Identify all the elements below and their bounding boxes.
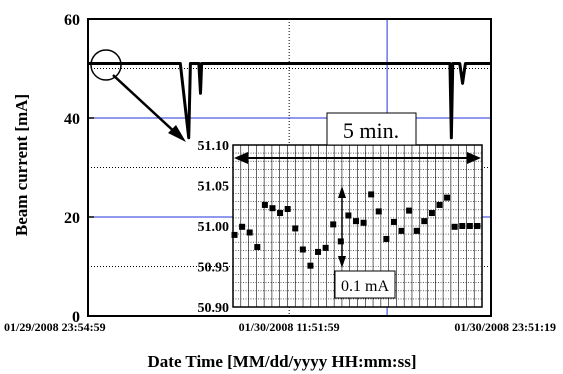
y-axis-label: Beam current [mA] xyxy=(12,94,31,236)
inset-data-point xyxy=(375,208,382,215)
inset-data-point xyxy=(474,223,481,229)
inset-y-tick-label: 51.00 xyxy=(198,220,230,235)
inset-data-point xyxy=(269,205,276,212)
main-x-tick-labels: 01/29/2008 23:54:59 01/30/2008 11:51:59 01… xyxy=(4,320,556,334)
inset-data-point xyxy=(451,223,458,230)
inset-data-point xyxy=(315,248,322,255)
inset-y-tick-label: 50.90 xyxy=(198,301,230,316)
main-y-tick-label: 0 xyxy=(72,309,80,326)
inset-data-point xyxy=(337,238,344,245)
inset-data-point xyxy=(459,223,466,229)
inset-data-point xyxy=(345,212,352,219)
inset-data-point xyxy=(466,223,473,229)
zoom-arrow-head xyxy=(168,125,186,142)
inset-data-point xyxy=(383,235,390,242)
current-range-label-box xyxy=(334,270,396,299)
main-x-tick-label: 01/29/2008 23:54:59 xyxy=(4,320,106,334)
main-x-tick-label: 01/30/2008 23:51:19 xyxy=(454,320,556,334)
inset-y-tick-label: 50.95 xyxy=(198,261,230,276)
inset-data-point xyxy=(261,201,268,208)
inset-y-tick-label: 51.10 xyxy=(198,139,230,154)
inset-data-points xyxy=(231,191,481,269)
inset-data-point xyxy=(428,210,435,217)
inset-data-point xyxy=(444,194,451,201)
inset-data-point xyxy=(231,231,238,238)
beam-current-line xyxy=(88,62,491,140)
inset-data-point xyxy=(254,244,261,251)
inset-data-point xyxy=(277,210,284,217)
inset-data-point xyxy=(246,229,253,236)
inset-data-point xyxy=(406,207,413,214)
five-min-label-box xyxy=(326,112,417,146)
inset-data-point xyxy=(322,244,329,251)
main-y-tick-label: 40 xyxy=(64,111,80,128)
current-range-arrow-down xyxy=(338,256,346,268)
main-plot-frame xyxy=(87,18,492,317)
inset-y-tick-label: 51.05 xyxy=(198,180,230,195)
zoom-arrow-line xyxy=(112,74,180,137)
inset-data-point xyxy=(239,223,246,230)
inset-data-point xyxy=(368,191,375,198)
current-range-label: 0.1 mA xyxy=(341,278,389,295)
inset-data-point xyxy=(398,227,405,234)
inset-data-point xyxy=(421,218,428,225)
inset-data-point xyxy=(352,218,359,225)
inset-data-point xyxy=(292,225,299,232)
inset-data-point xyxy=(390,218,397,225)
main-x-tick-label: 01/30/2008 11:51:59 xyxy=(239,320,340,334)
beam-current-series xyxy=(88,62,491,140)
inset-data-point xyxy=(284,205,291,212)
x-axis-label: Date Time [MM/dd/yyyy HH:mm:ss] xyxy=(148,352,417,371)
inset-data-point xyxy=(360,219,367,226)
main-y-tick-label: 60 xyxy=(64,12,80,29)
five-min-label: 5 min. xyxy=(343,118,399,143)
main-y-tick-labels: 0 20 40 60 xyxy=(64,12,94,326)
main-y-tick-label: 20 xyxy=(64,210,80,227)
inset-data-point xyxy=(413,227,420,234)
inset-data-point xyxy=(330,221,337,228)
inset-data-point xyxy=(299,246,306,253)
current-range-arrow-up xyxy=(338,186,346,198)
inset-data-point xyxy=(436,201,443,208)
five-min-arrow-right xyxy=(467,152,481,164)
zoom-circle xyxy=(90,49,122,81)
inset-data-point xyxy=(307,262,314,269)
five-min-arrow-left xyxy=(234,152,248,164)
inset-y-tick-labels: 50.90 50.95 51.00 51.05 51.10 xyxy=(198,139,230,316)
